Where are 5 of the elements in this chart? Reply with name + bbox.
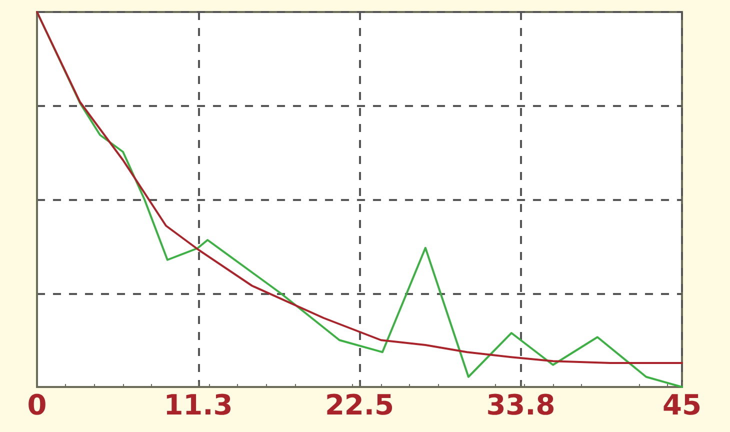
x-tick-label: 45 bbox=[662, 388, 702, 422]
x-tick-label: 22.5 bbox=[324, 388, 394, 422]
x-tick-label: 0 bbox=[27, 388, 47, 422]
x-tick-label: 33.8 bbox=[486, 388, 556, 422]
x-tick-label: 11.3 bbox=[164, 388, 233, 422]
